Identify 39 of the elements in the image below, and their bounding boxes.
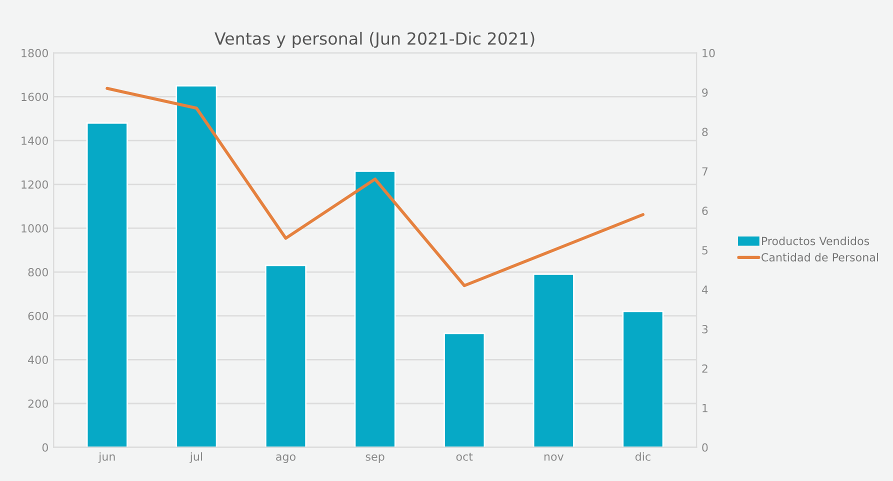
y2-tick-label: 0 <box>702 443 708 452</box>
y2-tick-label: 3 <box>702 324 708 334</box>
bar <box>176 85 218 448</box>
y-tick-label: 200 <box>28 399 48 408</box>
x-tick-label: nov <box>544 454 564 461</box>
y2-tick-label: 2 <box>702 364 708 373</box>
y2-tick-label: 5 <box>702 246 708 254</box>
x-tick-label: jun <box>98 452 115 463</box>
y2-tick-label: 6 <box>702 206 708 216</box>
chart-title: Ventas y personal (Jun 2021-Dic 2021) <box>214 32 534 48</box>
y-tick-label: 0 <box>42 443 48 452</box>
bar <box>354 170 396 448</box>
bar <box>444 332 486 448</box>
y-tick-label: 1000 <box>22 224 48 233</box>
bar <box>532 274 574 448</box>
y2-tick-label: 1 <box>702 404 708 412</box>
y2-tick-label: 10 <box>702 48 715 58</box>
y2-tick-label: 4 <box>702 286 708 294</box>
legend-label: Cantidad de Personal <box>762 252 878 262</box>
y-tick-label: 1200 <box>22 180 48 189</box>
y-tick-label: 1800 <box>22 48 48 58</box>
y2-tick-label: 9 <box>702 88 708 97</box>
x-tick-label: sep <box>366 454 384 463</box>
y-tick-label: 400 <box>28 356 48 364</box>
x-tick-label: ago <box>276 454 296 463</box>
y-tick-label: 600 <box>28 312 48 320</box>
x-tick-label: dic <box>635 452 650 461</box>
bar <box>622 310 664 448</box>
x-tick-label: oct <box>456 452 473 461</box>
legend-label: Productos Vendidos <box>762 236 870 246</box>
line-series <box>106 86 644 288</box>
x-tick-label: jul <box>190 452 202 463</box>
bar <box>86 122 128 448</box>
y-tick-label: 1400 <box>22 136 48 145</box>
y2-tick-label: 8 <box>702 128 708 136</box>
y-tick-label: 800 <box>28 268 48 276</box>
y-tick-label: 1600 <box>22 92 48 102</box>
y2-tick-label: 7 <box>702 167 708 176</box>
bar <box>264 264 307 448</box>
